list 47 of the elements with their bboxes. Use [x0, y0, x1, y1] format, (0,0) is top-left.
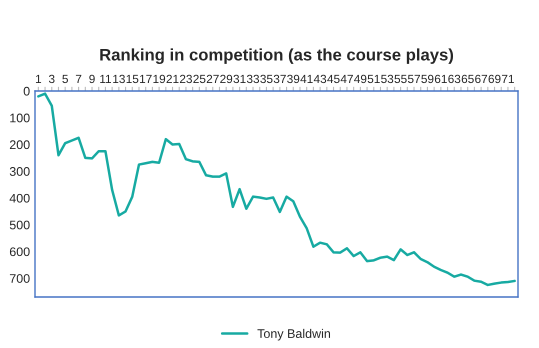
x-tick-label: 45	[327, 74, 340, 84]
x-tick-label: 41	[300, 74, 313, 83]
x-tick-label: 63	[448, 74, 460, 84]
x-tick-label: 35	[260, 74, 273, 84]
x-tick-label: 69	[488, 74, 501, 84]
x-tick-label: 65	[462, 74, 474, 84]
x-tick-label: 11	[100, 74, 111, 83]
x-tick-label: 59	[421, 74, 434, 84]
x-tick-label: 23	[180, 74, 192, 84]
x-tick-label: 55	[394, 74, 407, 84]
x-tick-label: 61	[434, 74, 447, 84]
x-tick-label: 33	[246, 74, 260, 84]
x-tick-label: 51	[368, 74, 380, 84]
x-tick-label: 9	[89, 74, 95, 84]
x-tick-label: 57	[408, 74, 420, 84]
x-tick-label: 37	[274, 74, 286, 84]
y-tick-label: 500	[10, 220, 30, 230]
y-tick-label: 700	[10, 274, 30, 283]
x-tick-label: 19	[153, 74, 166, 84]
x-tick-label: 15	[126, 74, 138, 84]
y-tick-label: 300	[10, 167, 30, 176]
x-tick-label: 3	[48, 74, 55, 84]
x-tick-label: 5	[62, 74, 68, 84]
x-tick-label: 27	[206, 74, 219, 83]
line-series	[37, 92, 516, 286]
x-tick-label: 7	[76, 74, 82, 83]
legend-label: Tony Baldwin	[257, 328, 330, 340]
x-tick-label: 53	[381, 74, 394, 84]
x-tick-label: 25	[193, 74, 206, 84]
x-tick-label: 67	[475, 74, 488, 84]
x-tick-label: 39	[287, 74, 300, 84]
x-tick-label: 29	[220, 74, 232, 84]
x-tick-label: 31	[233, 74, 246, 84]
x-tick-label: 13	[113, 74, 125, 84]
y-tick-label: 400	[10, 194, 30, 203]
x-tick-label: 71	[502, 74, 514, 83]
y-tick-label: 100	[10, 114, 30, 122]
x-tick-label: 43	[314, 74, 326, 84]
y-tick-label: 0	[24, 86, 30, 96]
x-tick-label: 47	[340, 74, 353, 83]
y-tick-label: 600	[10, 247, 30, 256]
chart-title: Ranking in competition (as the course plays)	[100, 48, 454, 64]
x-tick-label: 17	[140, 74, 152, 83]
x-tick-label: 21	[166, 74, 179, 83]
x-tick-label: 49	[354, 74, 366, 84]
x-tick-label: 1	[36, 74, 42, 83]
y-tick-label: 200	[10, 140, 30, 150]
